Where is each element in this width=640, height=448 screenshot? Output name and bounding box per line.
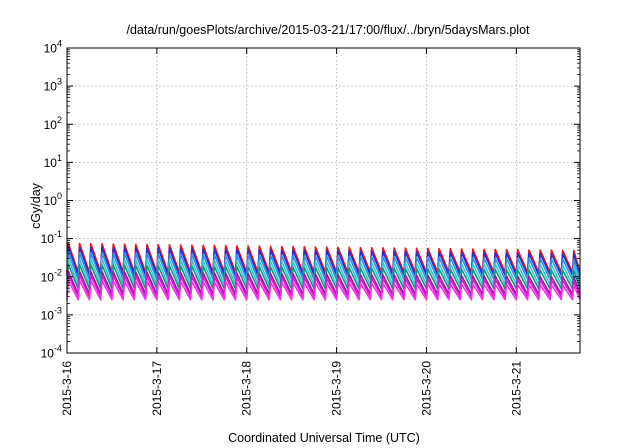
x-tick-label: 2015-3-21: [509, 361, 523, 416]
plot-frame: [66, 47, 581, 354]
y-tick-label: 100: [44, 191, 62, 208]
y-tick-label: 10-1: [41, 229, 62, 246]
axes: 10-4 10-3 10-2 10-1 100 101 102 103 104 2015-3-16…: [41, 39, 581, 416]
series-line: [66, 242, 581, 274]
y-tick-label: 10-2: [41, 267, 62, 284]
series-line: [66, 246, 581, 276]
y-tick-label: 10-4: [41, 344, 62, 361]
x-tick-label: 2015-3-19: [330, 361, 344, 416]
y-tick-label: 103: [44, 77, 62, 94]
series-line: [66, 279, 581, 301]
y-axis-label: cGy/day: [29, 182, 43, 229]
x-tick-label: 2015-3-18: [240, 361, 254, 416]
x-axis-label: Coordinated Universal Time (UTC): [228, 431, 420, 445]
x-tick-label: 2015-3-17: [150, 361, 164, 416]
series-group: [66, 242, 581, 301]
y-tick-label: 10-3: [41, 305, 62, 322]
x-tick-label: 2015-3-16: [60, 361, 74, 416]
chart-title: /data/run/goesPlots/archive/2015-03-21/1…: [126, 23, 530, 37]
y-tick-label: 102: [44, 115, 62, 132]
x-tick-label: 2015-3-20: [419, 361, 433, 416]
grid: [67, 48, 580, 353]
y-tick-label: 104: [44, 39, 62, 56]
y-tick-label: 101: [44, 153, 62, 170]
